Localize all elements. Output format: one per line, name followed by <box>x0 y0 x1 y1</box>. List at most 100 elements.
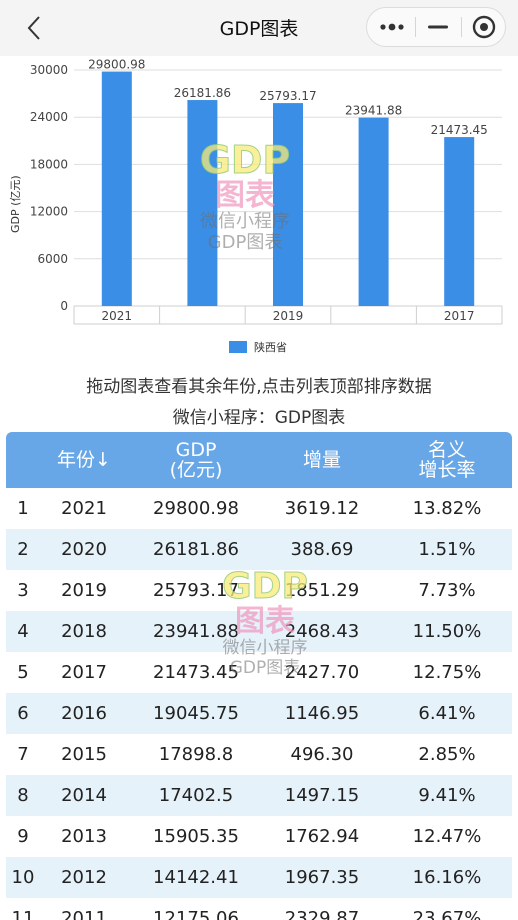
target-close-icon <box>472 15 496 39</box>
growth-rate-cell: 12.75% <box>412 662 482 683</box>
increment-cell: 1497.15 <box>284 785 360 806</box>
rank-cell: 8 <box>17 785 29 806</box>
chart-canvas: 0 6000 12000 18000 24000 30000 29800.98 2021 26… <box>9 58 503 354</box>
y-tick-label: 12000 <box>30 205 68 219</box>
x-tick-label: 2019 <box>273 309 304 323</box>
growth-rate-cell: 12.47% <box>412 826 482 847</box>
growth-rate-cell: 6.41% <box>418 703 476 724</box>
legend[interactable]: 陕西省 <box>229 340 287 354</box>
sort-gdp-header[interactable]: GDP (亿元) <box>169 439 223 481</box>
growth-rate-cell: 2.85% <box>418 744 476 765</box>
year-cell: 2011 <box>61 908 107 920</box>
table-row[interactable]: 6 2016 19045.75 1146.95 6.41% <box>6 693 512 734</box>
table-row[interactable]: 9 2013 15905.35 1762.94 12.47% <box>6 816 512 857</box>
table-row[interactable]: 2 2020 26181.86 388.69 1.51% <box>6 529 512 570</box>
rank-cell: 2 <box>17 539 29 560</box>
table-row[interactable]: 3 2019 25793.17 1851.29 7.73% <box>6 570 512 611</box>
table-row[interactable]: 10 2012 14142.41 1967.35 16.16% <box>6 857 512 898</box>
year-cell: 2014 <box>61 785 107 806</box>
table-row[interactable]: 11 2011 12175.06 2329.87 23.67% <box>6 898 512 920</box>
increment-cell: 2427.70 <box>284 662 360 683</box>
growth-rate-cell: 9.41% <box>418 785 476 806</box>
back-button[interactable] <box>16 10 52 46</box>
year-cell: 2019 <box>61 580 107 601</box>
increment-cell: 2329.87 <box>284 908 360 920</box>
sort-year-header[interactable]: 年份↓ <box>57 449 111 471</box>
gdp-cell: 25793.17 <box>153 580 239 601</box>
minimize-button[interactable] <box>415 8 461 46</box>
y-tick-label: 18000 <box>30 157 68 171</box>
bar-data-label: 21473.45 <box>431 123 488 137</box>
legend-label: 陕西省 <box>254 340 287 354</box>
year-cell: 2016 <box>61 703 107 724</box>
increment-cell: 1146.95 <box>284 703 360 724</box>
y-tick-label: 24000 <box>30 110 68 124</box>
increment-cell: 1967.35 <box>284 867 360 888</box>
bar-2020[interactable] <box>187 100 218 306</box>
gdp-cell: 29800.98 <box>153 498 239 519</box>
y-axis-title: GDP (亿元) <box>9 175 22 233</box>
rank-cell: 9 <box>17 826 29 847</box>
bar-2019[interactable] <box>273 103 303 306</box>
table-row[interactable]: 8 2014 17402.5 1497.15 9.41% <box>6 775 512 816</box>
bar-data-label: 26181.86 <box>174 86 231 100</box>
table-row[interactable]: 7 2015 17898.8 496.30 2.85% <box>6 734 512 775</box>
sort-increment-header[interactable]: 增量 <box>302 449 341 471</box>
gdp-cell: 21473.45 <box>153 662 239 683</box>
legend-swatch <box>229 341 247 353</box>
mini-program-hint-text: 微信小程序：GDP图表 <box>172 408 346 428</box>
top-navigation-bar: GDP图表 <box>0 0 518 56</box>
growth-rate-cell: 1.51% <box>418 539 476 560</box>
chevron-left-icon <box>27 16 40 40</box>
growth-rate-cell: 16.16% <box>412 867 482 888</box>
year-cell: 2015 <box>61 744 107 765</box>
rank-cell: 5 <box>17 662 29 683</box>
bar-2021[interactable] <box>101 71 132 306</box>
y-tick-label: 30000 <box>30 63 68 77</box>
minus-icon <box>428 25 448 29</box>
year-cell: 2013 <box>61 826 107 847</box>
close-button[interactable] <box>461 8 507 46</box>
increment-cell: 3619.12 <box>284 498 360 519</box>
gdp-cell: 14142.41 <box>153 867 239 888</box>
x-tick-label: 2017 <box>444 309 475 323</box>
rank-cell: 7 <box>17 744 29 765</box>
gdp-bar-chart[interactable]: 0 6000 12000 18000 24000 30000 29800.98 2021 26… <box>0 56 518 362</box>
bar-2018[interactable] <box>358 117 389 306</box>
increment-cell: 2468.43 <box>284 621 360 642</box>
more-button[interactable] <box>369 8 415 46</box>
drag-hint-text: 拖动图表查看其余年份,点击列表顶部排序数据 <box>86 377 432 397</box>
rank-cell: 4 <box>17 621 29 642</box>
bar-data-label: 29800.98 <box>88 58 145 72</box>
y-tick-label: 6000 <box>37 252 68 266</box>
rank-cell: 6 <box>17 703 29 724</box>
increment-cell: 1762.94 <box>284 826 360 847</box>
gdp-cell: 15905.35 <box>153 826 239 847</box>
increment-cell: 388.69 <box>290 539 354 560</box>
growth-rate-cell: 11.50% <box>412 621 482 642</box>
table-row[interactable]: 4 2018 23941.88 2468.43 11.50% <box>6 611 512 652</box>
year-cell: 2017 <box>61 662 107 683</box>
x-tick-label: 2021 <box>102 309 133 323</box>
year-cell: 2018 <box>61 621 107 642</box>
year-cell: 2021 <box>61 498 107 519</box>
bar-data-label: 25793.17 <box>259 89 316 103</box>
page-title: GDP图表 <box>219 18 299 40</box>
sort-growth-rate-header[interactable]: 名义 增长率 <box>418 439 476 481</box>
gdp-cell: 12175.06 <box>153 908 239 920</box>
rank-cell: 1 <box>17 498 29 519</box>
y-tick-label: 0 <box>60 299 68 313</box>
gdp-cell: 17898.8 <box>158 744 234 765</box>
year-cell: 2020 <box>61 539 107 560</box>
gdp-cell: 26181.86 <box>153 539 239 560</box>
rank-cell: 10 <box>11 867 35 888</box>
gdp-cell: 23941.88 <box>153 621 239 642</box>
increment-cell: 1851.29 <box>284 580 360 601</box>
year-cell: 2012 <box>61 867 107 888</box>
table-row[interactable]: 5 2017 21473.45 2427.70 12.75% <box>6 652 512 693</box>
rank-cell: 3 <box>17 580 29 601</box>
bar-2017[interactable] <box>444 137 475 306</box>
gdp-cell: 17402.5 <box>158 785 234 806</box>
growth-rate-cell: 13.82% <box>412 498 482 519</box>
table-row[interactable]: 1 2021 29800.98 3619.12 13.82% <box>6 488 512 529</box>
